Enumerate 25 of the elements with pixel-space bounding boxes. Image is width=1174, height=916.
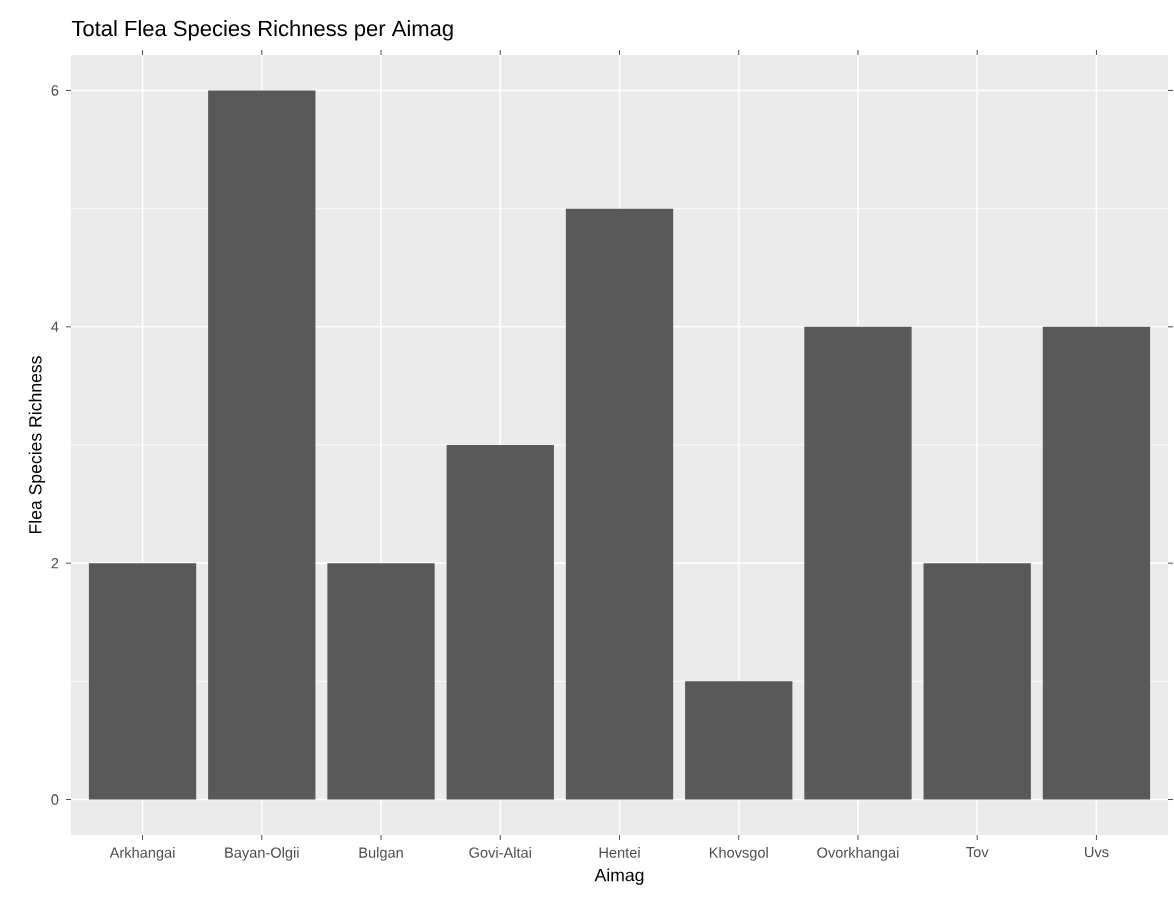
bar (208, 90, 316, 800)
x-tick-label: Bulgan (359, 847, 403, 861)
x-tick-label: Arkhangai (109, 847, 175, 861)
chart-title: Total Flea Species Richness per Aimag (71, 20, 453, 41)
x-tick-label: Tov (966, 847, 989, 858)
y-tick-label: 0 (51, 794, 59, 805)
x-axis-title: Aimag (594, 868, 644, 885)
y-axis-title: Flea Species Richness (28, 356, 46, 534)
x-tick-label: Uvs (1085, 847, 1109, 858)
bar (685, 681, 793, 800)
x-tick-label: Hentei (599, 847, 640, 858)
bar (565, 208, 674, 800)
bar (923, 563, 1031, 800)
x-tick-label: Govi-Altai (469, 847, 531, 858)
x-tick-label: Khovsgol (709, 847, 768, 861)
bar (88, 563, 197, 800)
bar (446, 445, 554, 800)
y-tick-label: 6 (51, 85, 59, 96)
y-tick-label: 4 (51, 321, 59, 332)
bar (327, 563, 435, 800)
bar (1042, 326, 1151, 800)
bar (804, 326, 912, 800)
x-tick-label: Ovorkhangai (817, 847, 899, 861)
y-tick-label: 2 (51, 558, 59, 569)
x-tick-label: Bayan-Olgii (225, 847, 299, 861)
